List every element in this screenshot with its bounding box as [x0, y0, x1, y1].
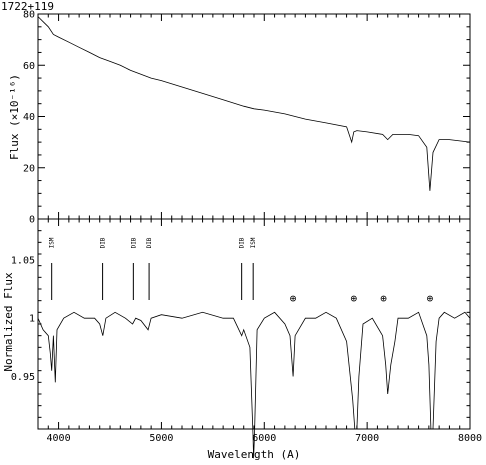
normalized-axis-ticks: 4000 5000 6000 7000 8000 0.95 1 1.05: [11, 218, 482, 444]
x-tick-label: 5000: [149, 433, 173, 444]
x-tick-label: 6000: [252, 433, 276, 444]
line-marker-label: DIB: [146, 237, 153, 248]
y-tick-label: 1.05: [11, 255, 35, 266]
y-tick-label: 60: [23, 61, 35, 72]
line-identifications: ISM DIB DIB DIB DIB ISM ⊕ ⊕ ⊕ ⊕: [49, 237, 434, 305]
normalized-spectrum: [37, 311, 471, 459]
x-tick-label: 8000: [458, 433, 482, 444]
line-marker-label: ISM: [250, 237, 257, 248]
telluric-marker: ⊕: [380, 292, 387, 305]
y-tick-label: 0: [29, 215, 35, 226]
y-tick-label: 20: [23, 163, 35, 174]
line-marker-label: DIB: [239, 237, 246, 248]
y-tick-label: 40: [23, 112, 35, 123]
normalized-panel: Normalized Flux Wavelength (A) 4000 5000 6…: [2, 218, 482, 461]
chart-title: 1722+119: [1, 0, 54, 13]
telluric-marker: ⊕: [350, 292, 357, 305]
spectrum-line: [37, 311, 471, 459]
y-tick-label: 80: [23, 10, 35, 21]
line-marker-label: ISM: [49, 237, 56, 248]
telluric-marker: ⊕: [427, 292, 434, 305]
x-tick-label: 7000: [355, 433, 379, 444]
flux-spectrum: [37, 16, 471, 191]
normalized-y-axis-label: Normalized Flux: [2, 272, 15, 372]
x-tick-label: 4000: [47, 433, 71, 444]
normalized-panel-frame: [37, 218, 471, 430]
flux-axis-ticks: 0 20 40 60 80: [23, 10, 471, 226]
flux-panel: 1722+119 Flux (×10⁻¹⁶) 0 20 40 60 80: [1, 0, 471, 226]
spectrum-line: [37, 16, 471, 191]
y-tick-label: 1: [29, 314, 35, 325]
flux-panel-frame: [37, 13, 471, 220]
y-tick-label: 0.95: [11, 372, 35, 383]
flux-y-axis-label: Flux (×10⁻¹⁶): [8, 74, 21, 160]
telluric-marker: ⊕: [290, 292, 297, 305]
line-marker-label: DIB: [100, 237, 107, 248]
line-marker-label: DIB: [130, 237, 137, 248]
